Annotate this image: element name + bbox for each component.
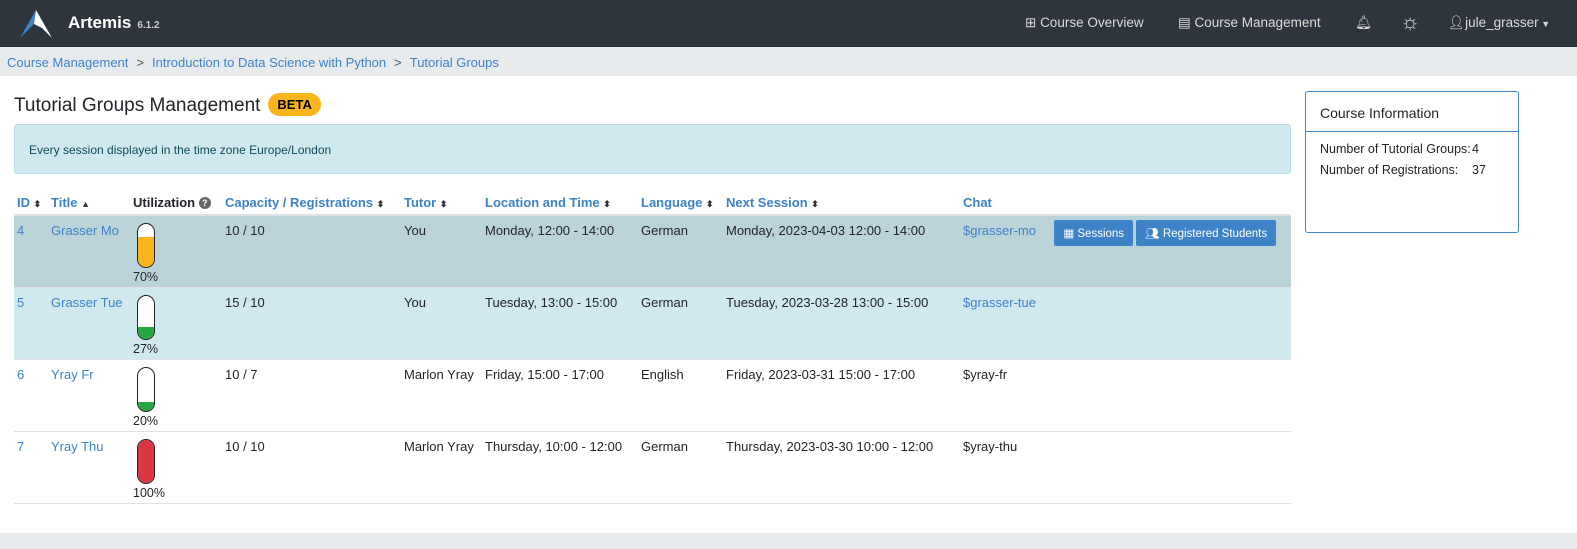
group-title-link[interactable]: Grasser Mo <box>51 223 119 238</box>
sort-icon: ⬍ <box>376 198 385 209</box>
tutorial-groups-table: ID ⬍ Title ▲ Utilization ? Capacity / Re… <box>14 190 1291 504</box>
table-row: 7 Yray Thu 100% 10 / 10 Marlon Yray Thur… <box>14 431 1291 504</box>
brand[interactable]: Artemis 6.1.2 <box>68 13 160 32</box>
utilization-fill <box>138 439 154 483</box>
tutor: You <box>401 215 482 288</box>
sort-icon: ⬍ <box>439 198 448 209</box>
utilization-percent: 70% <box>133 270 159 284</box>
sort-icon: ⬍ <box>603 198 611 209</box>
artemis-logo[interactable] <box>20 10 52 38</box>
user-icon: 👤︎ <box>1448 15 1466 30</box>
sort-icon: ⬍ <box>33 198 42 209</box>
language: English <box>638 359 723 432</box>
registered-students-button[interactable]: 👥︎ Registered Students <box>1136 220 1277 246</box>
language: German <box>638 215 723 288</box>
header-chat: Chat <box>960 190 1049 216</box>
header-location[interactable]: Location and Time ⬍ <box>482 190 638 216</box>
breadcrumb-course-management[interactable]: Course Management <box>7 55 129 70</box>
top-navbar: Artemis 6.1.2 ⊞ Course Overview ▤ Course … <box>0 0 1577 47</box>
utilization-percent: 100% <box>133 485 165 500</box>
help-icon[interactable]: ? <box>198 196 211 209</box>
registrations-count: 37 <box>1472 163 1486 177</box>
group-id-link[interactable]: 6 <box>17 366 25 382</box>
sort-asc-icon: ▲ <box>81 198 91 209</box>
location-time: Thursday, 10:00 - 12:00 <box>482 431 638 504</box>
location-time: Friday, 15:00 - 17:00 <box>482 359 638 432</box>
tutor: Marlon Yray <box>401 359 482 432</box>
utilization-percent: 20% <box>133 413 159 428</box>
group-id-link[interactable]: 5 <box>17 294 25 310</box>
utilization-bar <box>137 223 155 268</box>
header-capacity[interactable]: Capacity / Registrations ⬍ <box>222 190 401 216</box>
group-title-link[interactable]: Grasser Tue <box>51 294 123 310</box>
location-time: Monday, 12:00 - 14:00 <box>482 215 638 288</box>
timezone-alert: Every session displayed in the time zone… <box>14 124 1291 174</box>
group-id-link[interactable]: 7 <box>17 438 25 454</box>
breadcrumb-course[interactable]: Introduction to Data Science with Python <box>152 55 387 70</box>
table-icon: ▤ <box>1178 15 1195 30</box>
users-icon: 👥︎ <box>1145 228 1160 240</box>
header-next-session[interactable]: Next Session ⬍ <box>723 190 960 216</box>
chat-link[interactable]: $grasser-tue <box>963 294 1036 310</box>
sort-icon: ⬍ <box>706 198 714 209</box>
card-title: Course Information <box>1306 92 1518 132</box>
capacity: 10 / 7 <box>222 359 401 432</box>
sort-icon: ⬍ <box>811 198 819 209</box>
capacity: 15 / 10 <box>222 287 401 360</box>
user-menu[interactable]: 👤︎jule_grasser ▼ <box>1448 15 1551 30</box>
sessions-button[interactable]: ▦ Sessions <box>1054 220 1134 246</box>
chat-name: $yray-thu <box>963 438 1018 454</box>
nav-course-overview[interactable]: ⊞ Course Overview <box>1025 15 1144 30</box>
bell-icon[interactable]: 🔔︎ <box>1355 15 1373 30</box>
utilization-bar <box>137 294 155 340</box>
header-title[interactable]: Title ▲ <box>48 190 130 216</box>
nav-course-management[interactable]: ▤ Course Management <box>1178 15 1321 30</box>
breadcrumb: Course Management > Introduction to Data S… <box>0 47 1577 76</box>
utilization-percent: 27% <box>133 341 159 356</box>
utilization-bar <box>137 366 155 412</box>
utilization-fill <box>138 236 154 267</box>
header-id[interactable]: ID ⬍ <box>14 190 48 216</box>
beta-badge: BETA <box>268 93 321 116</box>
tutor: You <box>401 287 482 360</box>
theme-toggle-sun-icon[interactable]: ☼ <box>1400 9 1421 34</box>
group-title-link[interactable]: Yray Thu <box>51 438 104 454</box>
location-time: Tuesday, 13:00 - 15:00 <box>482 287 638 360</box>
page-title: Tutorial Groups Management BETA <box>14 93 321 117</box>
table-row: 4 Grasser Mo 70% 10 / 10 You Monday, 12:… <box>14 215 1291 288</box>
utilization-bar <box>137 438 155 484</box>
group-title-link[interactable]: Yray Fr <box>51 366 94 382</box>
group-id-link[interactable]: 4 <box>17 223 25 238</box>
next-session: Monday, 2023-04-03 12:00 - 14:00 <box>723 215 960 288</box>
next-session: Tuesday, 2023-03-28 13:00 - 15:00 <box>723 287 960 360</box>
utilization-fill <box>138 326 154 339</box>
header-language[interactable]: Language ⬍ <box>638 190 723 216</box>
language: German <box>638 287 723 360</box>
table-row: 6 Yray Fr 20% 10 / 7 Marlon Yray Friday,… <box>14 359 1291 432</box>
tutor: Marlon Yray <box>401 431 482 504</box>
capacity: 10 / 10 <box>222 215 401 288</box>
next-session: Friday, 2023-03-31 15:00 - 17:00 <box>723 359 960 432</box>
calendar-icon: ▦ <box>1063 228 1075 240</box>
chat-link[interactable]: $grasser-mo <box>963 223 1036 238</box>
capacity: 10 / 10 <box>222 431 401 504</box>
next-session: Thursday, 2023-03-30 10:00 - 12:00 <box>723 431 960 504</box>
utilization-fill <box>138 401 154 411</box>
caret-down-icon: ▼ <box>1538 19 1551 29</box>
language: German <box>638 431 723 504</box>
groups-count: 4 <box>1472 142 1479 156</box>
footer <box>0 533 1577 549</box>
course-information-card: Course Information Number of Tutorial Gr… <box>1305 91 1519 233</box>
table-row: 5 Grasser Tue 27% 15 / 10 You Tuesday, 1… <box>14 287 1291 360</box>
grid-icon: ⊞ <box>1025 15 1041 30</box>
version: 6.1.2 <box>137 20 160 31</box>
header-utilization: Utilization ? <box>130 190 222 216</box>
header-tutor[interactable]: Tutor ⬍ <box>401 190 482 216</box>
breadcrumb-tutorial-groups[interactable]: Tutorial Groups <box>409 55 499 70</box>
chat-name: $yray-fr <box>963 366 1008 382</box>
